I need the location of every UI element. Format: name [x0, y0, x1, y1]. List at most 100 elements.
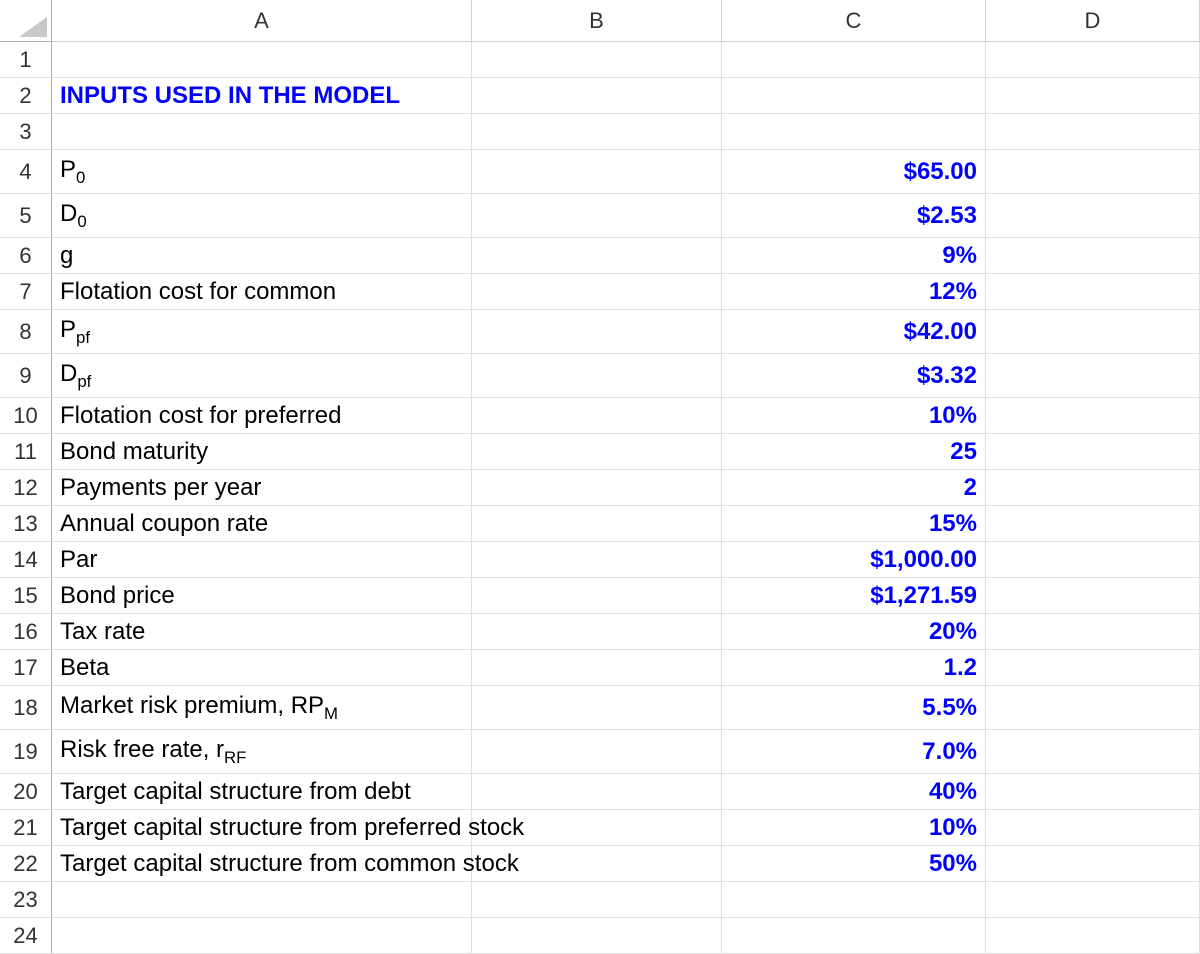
cell-c8[interactable]: $42.00: [722, 310, 986, 354]
cell-b10[interactable]: [472, 398, 722, 434]
cell-a23[interactable]: [52, 882, 472, 918]
cell-c4[interactable]: $65.00: [722, 150, 986, 194]
row-header-9[interactable]: 9: [0, 354, 52, 398]
cell-c11[interactable]: 25: [722, 434, 986, 470]
cell-c19[interactable]: 7.0%: [722, 730, 986, 774]
cell-a21[interactable]: Target capital structure from preferred …: [52, 810, 472, 846]
cell-c12[interactable]: 2: [722, 470, 986, 506]
cell-a12[interactable]: Payments per year: [52, 470, 472, 506]
cell-c7[interactable]: 12%: [722, 274, 986, 310]
cell-d24[interactable]: [986, 918, 1200, 954]
row-header-21[interactable]: 21: [0, 810, 52, 846]
cell-a10[interactable]: Flotation cost for preferred: [52, 398, 472, 434]
row-header-10[interactable]: 10: [0, 398, 52, 434]
row-header-20[interactable]: 20: [0, 774, 52, 810]
cell-a22[interactable]: Target capital structure from common sto…: [52, 846, 472, 882]
row-header-18[interactable]: 18: [0, 686, 52, 730]
cell-c14[interactable]: $1,000.00: [722, 542, 986, 578]
cell-a11[interactable]: Bond maturity: [52, 434, 472, 470]
cell-d13[interactable]: [986, 506, 1200, 542]
cell-b6[interactable]: [472, 238, 722, 274]
cell-b3[interactable]: [472, 114, 722, 150]
cell-d15[interactable]: [986, 578, 1200, 614]
cell-b7[interactable]: [472, 274, 722, 310]
cell-d10[interactable]: [986, 398, 1200, 434]
cell-b14[interactable]: [472, 542, 722, 578]
cell-d3[interactable]: [986, 114, 1200, 150]
row-header-8[interactable]: 8: [0, 310, 52, 354]
cell-d16[interactable]: [986, 614, 1200, 650]
cell-a9[interactable]: Dpf: [52, 354, 472, 398]
cell-d6[interactable]: [986, 238, 1200, 274]
row-header-17[interactable]: 17: [0, 650, 52, 686]
cell-c6[interactable]: 9%: [722, 238, 986, 274]
cell-c5[interactable]: $2.53: [722, 194, 986, 238]
cell-c2[interactable]: [722, 78, 986, 114]
cell-c24[interactable]: [722, 918, 986, 954]
cell-c18[interactable]: 5.5%: [722, 686, 986, 730]
cell-a14[interactable]: Par: [52, 542, 472, 578]
cell-c15[interactable]: $1,271.59: [722, 578, 986, 614]
select-all-corner[interactable]: [0, 0, 52, 42]
row-header-15[interactable]: 15: [0, 578, 52, 614]
col-header-a[interactable]: A: [52, 0, 472, 42]
cell-b11[interactable]: [472, 434, 722, 470]
cell-b13[interactable]: [472, 506, 722, 542]
cell-c1[interactable]: [722, 42, 986, 78]
row-header-12[interactable]: 12: [0, 470, 52, 506]
cell-a19[interactable]: Risk free rate, rRF: [52, 730, 472, 774]
cell-d1[interactable]: [986, 42, 1200, 78]
cell-c23[interactable]: [722, 882, 986, 918]
cell-c16[interactable]: 20%: [722, 614, 986, 650]
cell-d11[interactable]: [986, 434, 1200, 470]
cell-d12[interactable]: [986, 470, 1200, 506]
cell-b23[interactable]: [472, 882, 722, 918]
cell-a5[interactable]: D0: [52, 194, 472, 238]
cell-d22[interactable]: [986, 846, 1200, 882]
cell-a2[interactable]: INPUTS USED IN THE MODEL: [52, 78, 472, 114]
cell-a18[interactable]: Market risk premium, RPM: [52, 686, 472, 730]
cell-d8[interactable]: [986, 310, 1200, 354]
row-header-16[interactable]: 16: [0, 614, 52, 650]
cell-c21[interactable]: 10%: [722, 810, 986, 846]
row-header-6[interactable]: 6: [0, 238, 52, 274]
row-header-22[interactable]: 22: [0, 846, 52, 882]
row-header-19[interactable]: 19: [0, 730, 52, 774]
row-header-23[interactable]: 23: [0, 882, 52, 918]
cell-a8[interactable]: Ppf: [52, 310, 472, 354]
cell-a4[interactable]: P0: [52, 150, 472, 194]
row-header-24[interactable]: 24: [0, 918, 52, 954]
cell-d14[interactable]: [986, 542, 1200, 578]
cell-a24[interactable]: [52, 918, 472, 954]
cell-d5[interactable]: [986, 194, 1200, 238]
cell-b4[interactable]: [472, 150, 722, 194]
cell-a7[interactable]: Flotation cost for common: [52, 274, 472, 310]
row-header-3[interactable]: 3: [0, 114, 52, 150]
row-header-13[interactable]: 13: [0, 506, 52, 542]
cell-b20[interactable]: [472, 774, 722, 810]
cell-c13[interactable]: 15%: [722, 506, 986, 542]
cell-d4[interactable]: [986, 150, 1200, 194]
cell-c22[interactable]: 50%: [722, 846, 986, 882]
col-header-d[interactable]: D: [986, 0, 1200, 42]
cell-b2[interactable]: [472, 78, 722, 114]
cell-b8[interactable]: [472, 310, 722, 354]
row-header-14[interactable]: 14: [0, 542, 52, 578]
row-header-7[interactable]: 7: [0, 274, 52, 310]
cell-b5[interactable]: [472, 194, 722, 238]
cell-b18[interactable]: [472, 686, 722, 730]
cell-c3[interactable]: [722, 114, 986, 150]
cell-a13[interactable]: Annual coupon rate: [52, 506, 472, 542]
cell-d19[interactable]: [986, 730, 1200, 774]
cell-a16[interactable]: Tax rate: [52, 614, 472, 650]
row-header-5[interactable]: 5: [0, 194, 52, 238]
cell-a17[interactable]: Beta: [52, 650, 472, 686]
col-header-b[interactable]: B: [472, 0, 722, 42]
cell-b12[interactable]: [472, 470, 722, 506]
cell-d23[interactable]: [986, 882, 1200, 918]
cell-a20[interactable]: Target capital structure from debt: [52, 774, 472, 810]
cell-b9[interactable]: [472, 354, 722, 398]
cell-d21[interactable]: [986, 810, 1200, 846]
cell-a3[interactable]: [52, 114, 472, 150]
cell-b1[interactable]: [472, 42, 722, 78]
